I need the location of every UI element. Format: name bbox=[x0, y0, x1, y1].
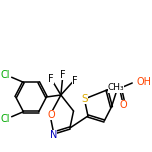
Text: CH₃: CH₃ bbox=[108, 83, 124, 93]
Text: S: S bbox=[81, 94, 88, 104]
Text: Cl: Cl bbox=[1, 114, 10, 124]
Text: Cl: Cl bbox=[1, 70, 10, 80]
Text: F: F bbox=[48, 74, 54, 84]
Text: N: N bbox=[50, 130, 57, 140]
Text: F: F bbox=[72, 76, 77, 86]
Text: O: O bbox=[47, 110, 55, 120]
Text: O: O bbox=[119, 100, 127, 110]
Text: F: F bbox=[60, 70, 66, 80]
Text: OH: OH bbox=[137, 77, 152, 87]
